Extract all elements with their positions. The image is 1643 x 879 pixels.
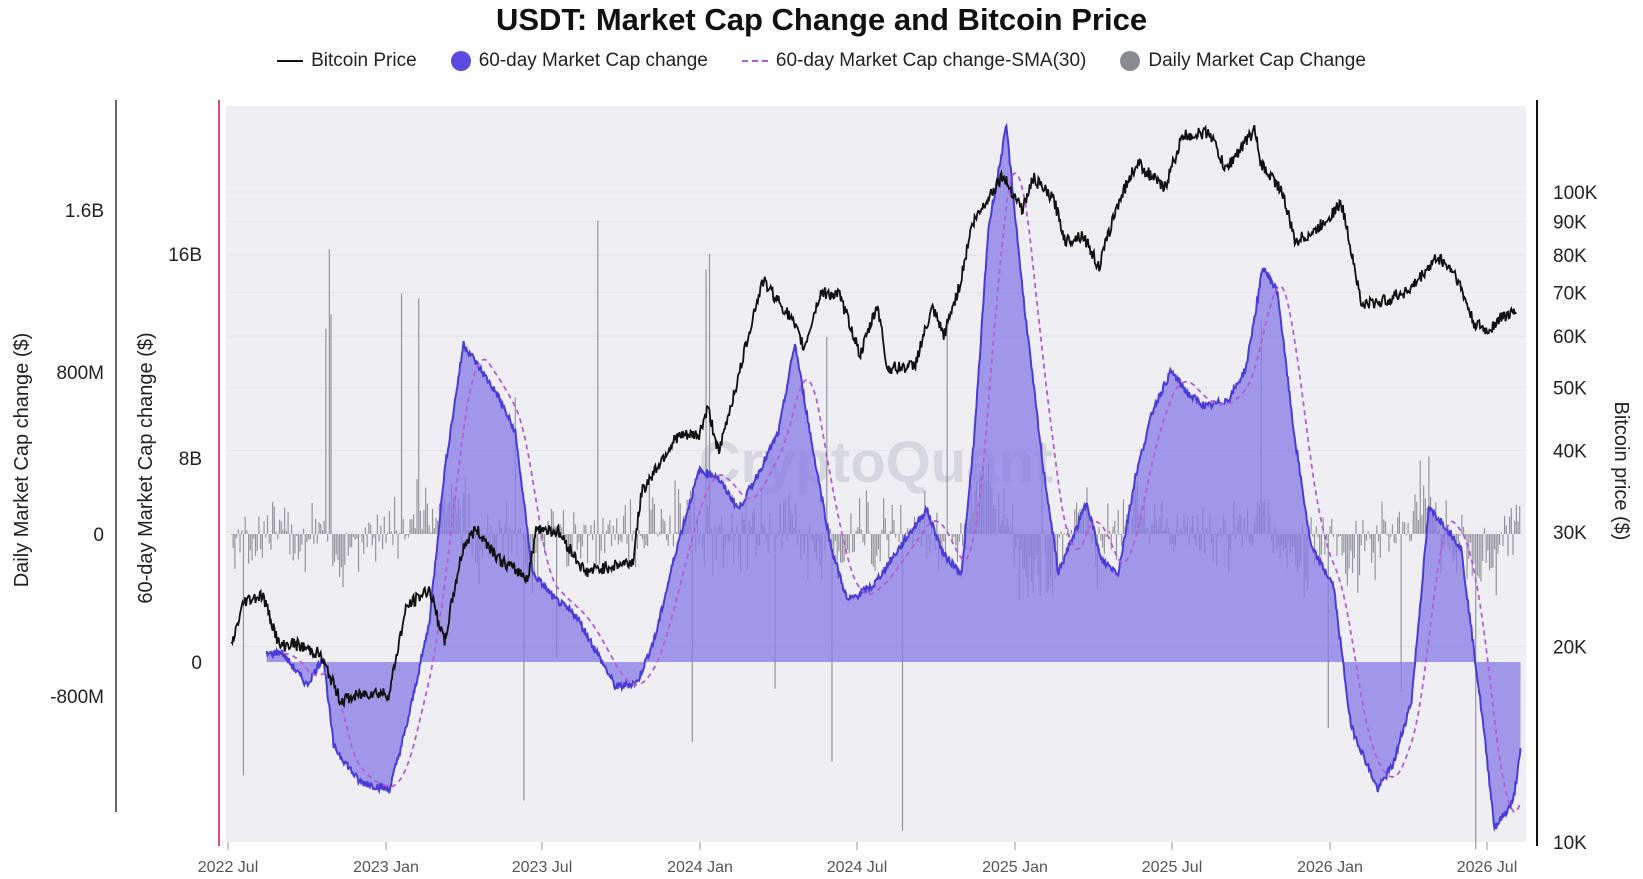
btc-price-series xyxy=(230,124,1517,709)
price-tick-label: 10K xyxy=(1553,833,1587,854)
legend-item-sma[interactable]: 60-day Market Cap change-SMA(30) xyxy=(741,50,1087,72)
plot-area xyxy=(226,106,1526,842)
price-tick-label: 60K xyxy=(1553,327,1587,348)
legend-line-swatch xyxy=(277,60,304,62)
btc-price-line xyxy=(230,124,1517,709)
legend: Bitcoin Price 60-day Market Cap change 6… xyxy=(0,50,1643,72)
price-axis-label: Bitcoin price ($) xyxy=(1610,402,1632,541)
legend-dot-swatch xyxy=(450,51,471,71)
x-tick-label: 2025 Jan xyxy=(982,859,1048,876)
legend-label: Bitcoin Price xyxy=(311,50,417,71)
daily-tick-label: 1.6B xyxy=(65,201,104,222)
legend-label: 60-day Market Cap change-SMA(30) xyxy=(775,50,1087,71)
price-tick-label: 90K xyxy=(1553,213,1587,234)
x-tick-label: 2026 Jan xyxy=(1297,859,1363,876)
legend-item-bitcoin-price[interactable]: Bitcoin Price xyxy=(277,50,417,72)
sixty-day-tick-label: 8B xyxy=(179,449,202,470)
x-tick-label: 2022 Jul xyxy=(198,859,259,876)
price-tick-label: 40K xyxy=(1553,442,1587,463)
chart-title: USDT: Market Cap Change and Bitcoin Pric… xyxy=(495,2,1148,37)
daily-tick-label: -800M xyxy=(50,687,104,708)
price-tick-label: 30K xyxy=(1553,523,1587,544)
price-tick-label: 70K xyxy=(1553,284,1587,305)
sixty-day-tick-label: 0 xyxy=(191,653,202,674)
legend-dash-swatch xyxy=(741,60,768,62)
price-tick-label: 20K xyxy=(1553,637,1587,658)
x-tick-label: 2025 Jul xyxy=(1142,859,1203,876)
sixty-day-series xyxy=(265,122,1522,832)
daily-tick-label: 0 xyxy=(93,525,104,546)
x-tick-label: 2024 Jan xyxy=(667,859,733,876)
axes: 1.6B 800M 0 -800M 16B 8B 0 100K 90K 80K 70K 60K 50K 4… xyxy=(11,100,1632,876)
sixty-day-axis-label: 60-day Market Cap change ($) xyxy=(135,332,157,603)
legend-label: Daily Market Cap Change xyxy=(1148,50,1366,71)
price-tick-label: 80K xyxy=(1553,246,1587,267)
legend-item-daily-change[interactable]: Daily Market Cap Change xyxy=(1120,50,1366,72)
x-tick-label: 2024 Jul xyxy=(827,859,888,876)
sma-series xyxy=(283,172,1522,813)
price-tick-label: 100K xyxy=(1553,183,1598,204)
x-tick-label: 2023 Jul xyxy=(512,859,573,876)
sixty-day-line xyxy=(265,122,1522,832)
legend-dot-swatch xyxy=(1120,51,1141,71)
sixty-day-tick-label: 16B xyxy=(168,245,202,266)
x-tick-label: 2023 Jan xyxy=(353,859,419,876)
sma-line xyxy=(283,172,1522,813)
x-tick-label: 2026 Jul xyxy=(1457,859,1518,876)
legend-label: 60-day Market Cap change xyxy=(478,50,708,71)
price-tick-label: 50K xyxy=(1553,379,1587,400)
daily-axis-label: Daily Market Cap change ($) xyxy=(11,333,33,588)
legend-item-60d-change[interactable]: 60-day Market Cap change xyxy=(450,50,708,72)
sixty-day-area xyxy=(266,126,1521,829)
daily-tick-label: 800M xyxy=(56,363,104,384)
